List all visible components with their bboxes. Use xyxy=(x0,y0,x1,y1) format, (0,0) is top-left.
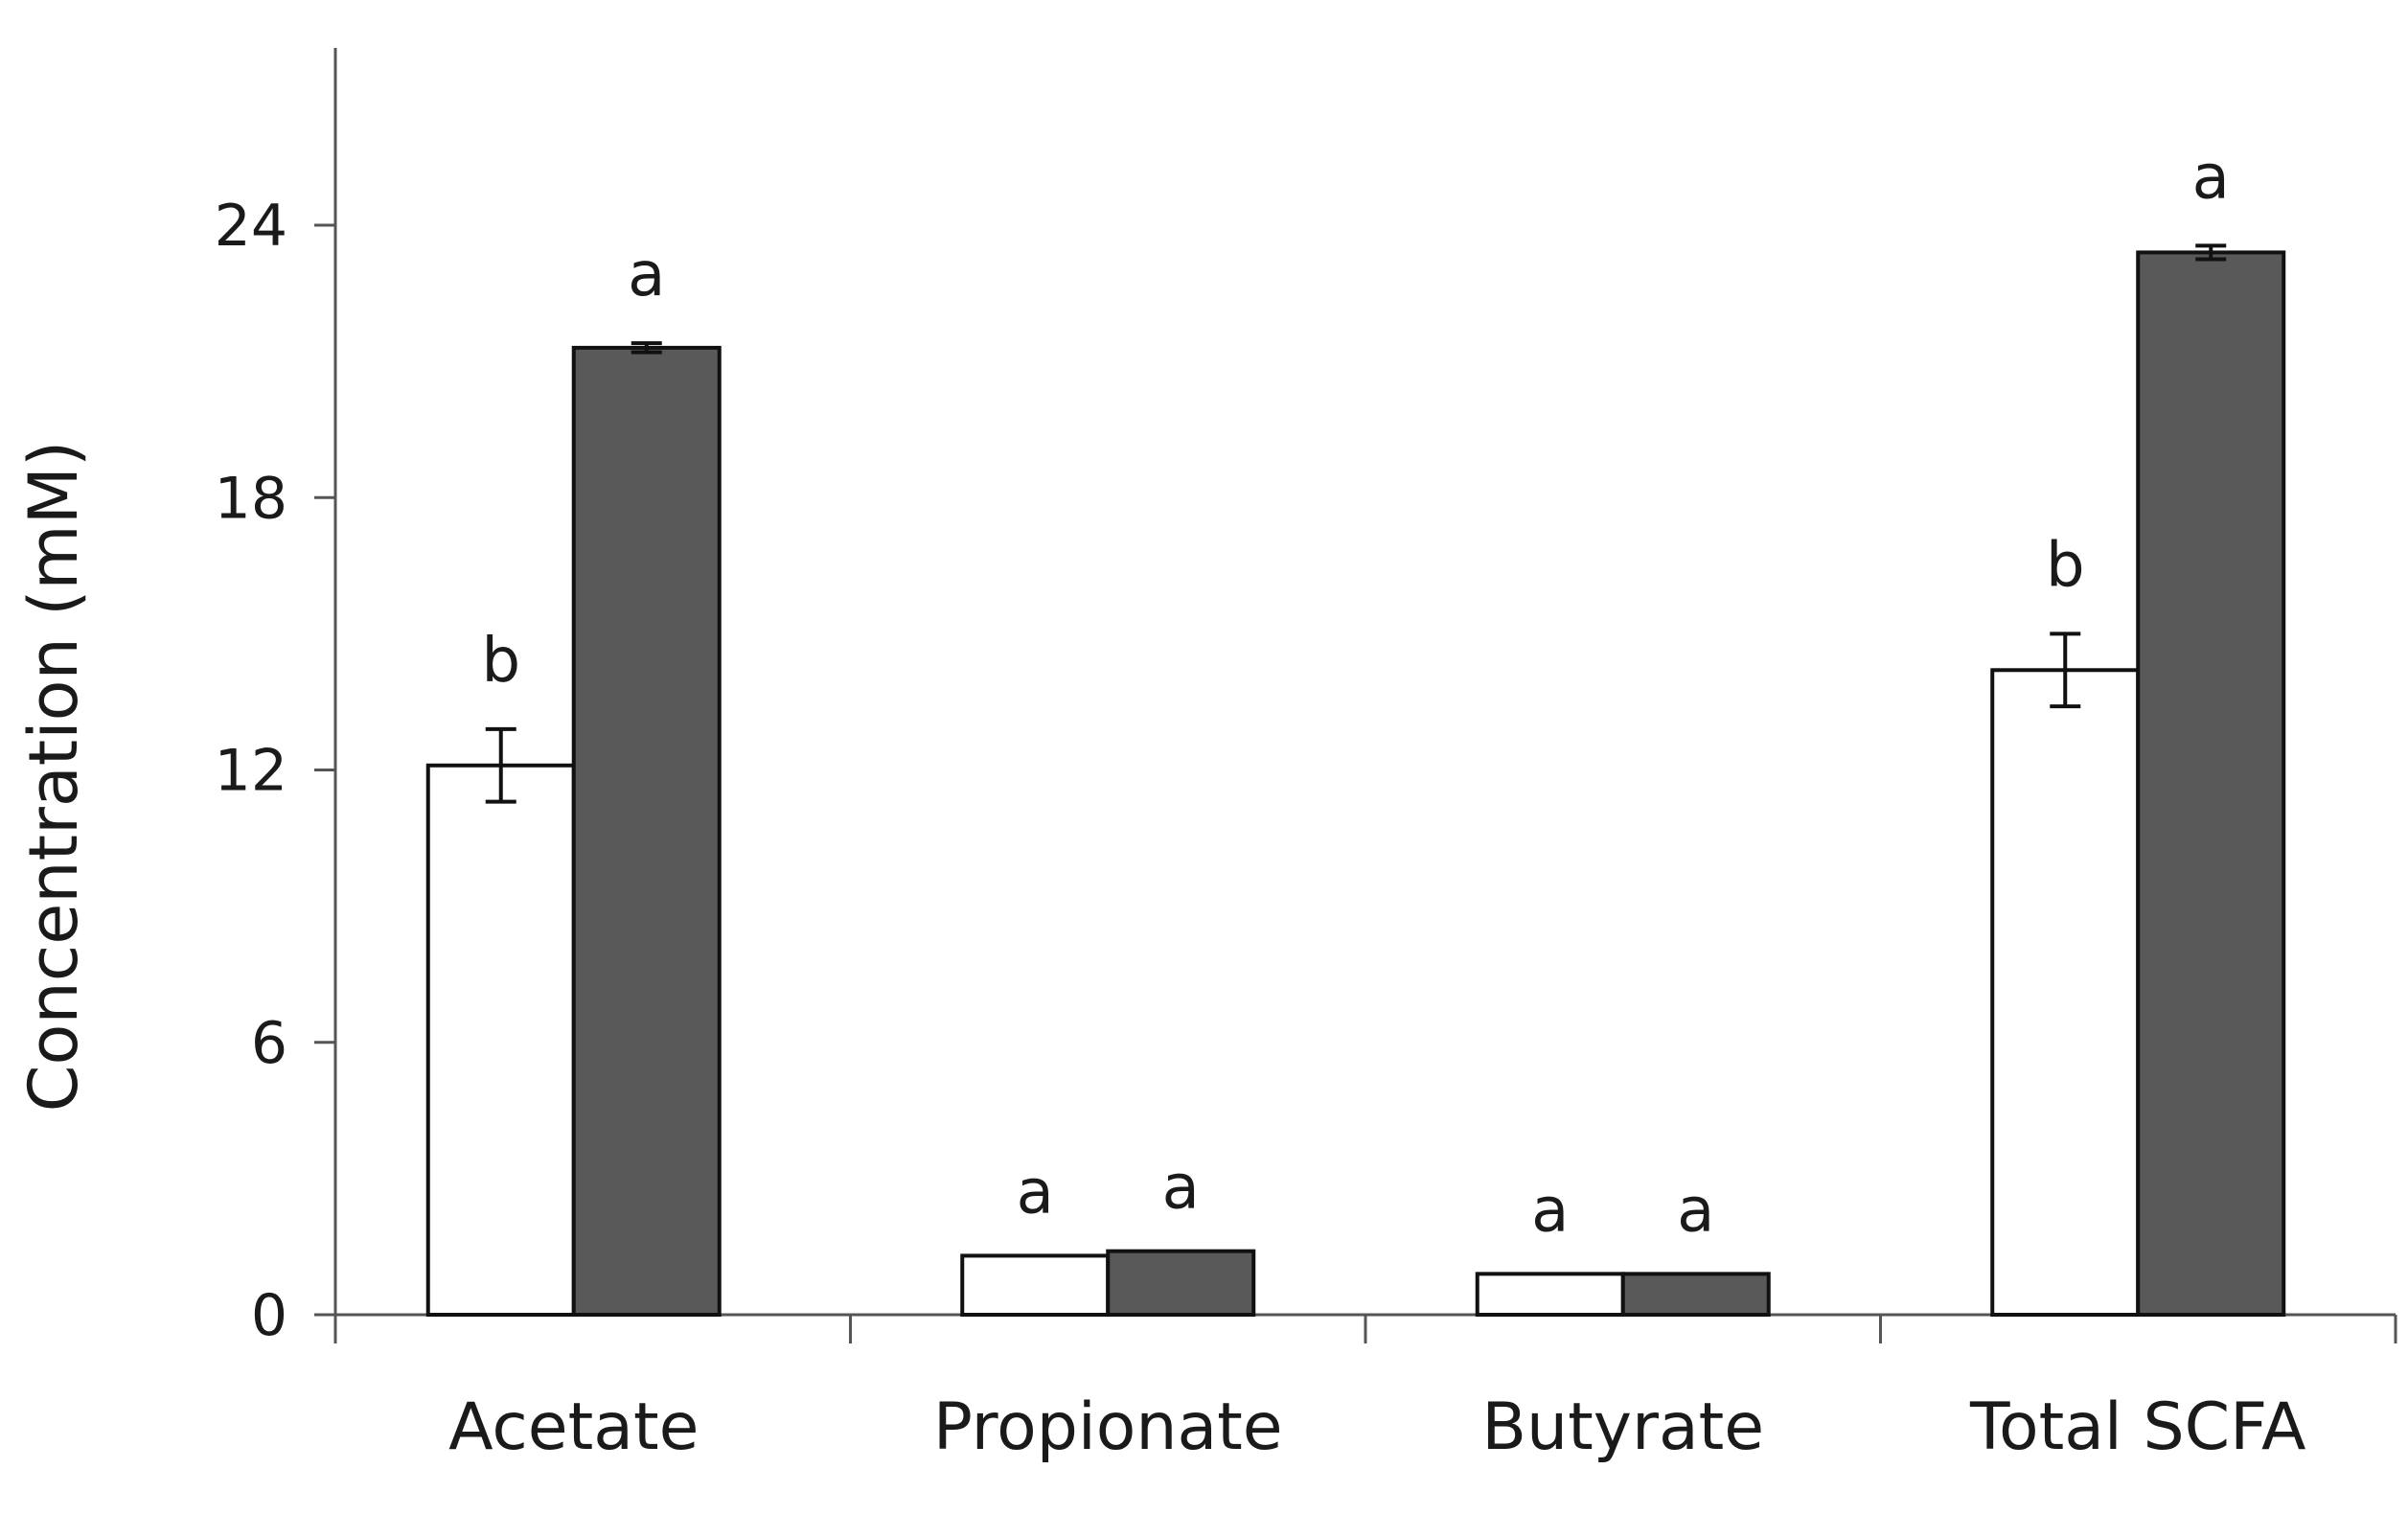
y-tick-label: 6 xyxy=(251,1010,287,1077)
category-label: Butyrate xyxy=(1481,1389,1764,1465)
bar-white xyxy=(425,763,576,1317)
y-tick-label: 12 xyxy=(215,738,287,805)
significance-label: a xyxy=(1677,1175,1714,1246)
significance-label: a xyxy=(1531,1175,1569,1246)
bars xyxy=(425,250,2286,1318)
significance-label: a xyxy=(1017,1157,1054,1228)
y-axis-label: Concentration (mM) xyxy=(14,441,93,1113)
significance-label: b xyxy=(2046,530,2085,601)
bar-dark xyxy=(1106,1249,1256,1318)
significance-label: a xyxy=(2192,142,2230,213)
bar-dark xyxy=(2136,250,2286,1317)
bar-white xyxy=(960,1253,1111,1317)
y-tick-label: 24 xyxy=(215,193,287,260)
axes: 0 6 12 18 24 Acetate Propionate Butyrate Total S… xyxy=(215,48,2397,1465)
bar-white xyxy=(1475,1272,1625,1318)
error-bars xyxy=(485,243,2227,804)
bar-white xyxy=(1990,668,2141,1317)
category-label: Acetate xyxy=(448,1389,699,1465)
category-label: Total SCFA xyxy=(1969,1389,2305,1465)
significance-label: b xyxy=(481,626,520,697)
significance-label: a xyxy=(1162,1153,1200,1224)
category-label: Propionate xyxy=(933,1389,1283,1465)
bar-dark xyxy=(1620,1272,1771,1318)
y-tick-label: 18 xyxy=(215,465,287,532)
labels: b a a a a a b a xyxy=(481,142,2229,1246)
y-tick-label: 0 xyxy=(251,1282,287,1349)
bar-dark xyxy=(571,345,722,1318)
significance-label: a xyxy=(628,240,665,310)
